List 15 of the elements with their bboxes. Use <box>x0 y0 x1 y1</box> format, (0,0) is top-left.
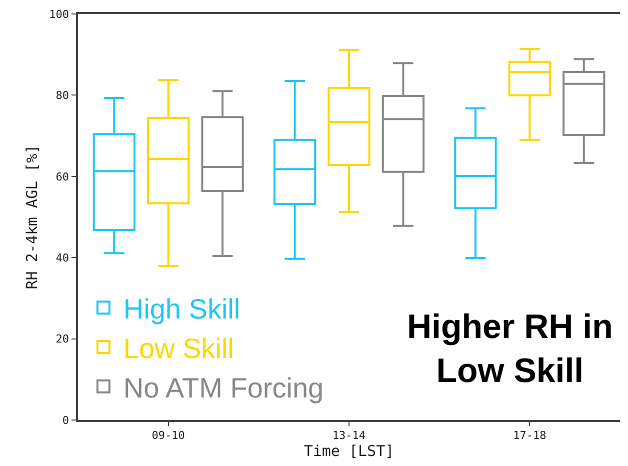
y-tick-label: 40 <box>56 251 70 264</box>
annotation: Higher RH in Low Skill <box>407 308 613 390</box>
x-tick-label: 17-18 <box>513 428 546 442</box>
y-tick-label: 20 <box>56 332 70 346</box>
y-axis-title: RH 2-4km AGL [%] <box>22 144 41 290</box>
y-tick-label: 60 <box>56 170 70 184</box>
legend-label: High Skill <box>123 294 240 324</box>
y-tick-label: 100 <box>49 8 70 21</box>
y-tick-label: 0 <box>62 414 70 427</box>
x-tick-label: 09-10 <box>152 428 185 442</box>
x-tick-label: 13-14 <box>332 428 366 442</box>
x-axis-title: Time [LST] <box>304 442 394 460</box>
legend-label: Low Skill <box>123 332 234 364</box>
legend-label: No ATM Forcing <box>123 372 324 404</box>
y-tick-label: 80 <box>56 89 70 102</box>
